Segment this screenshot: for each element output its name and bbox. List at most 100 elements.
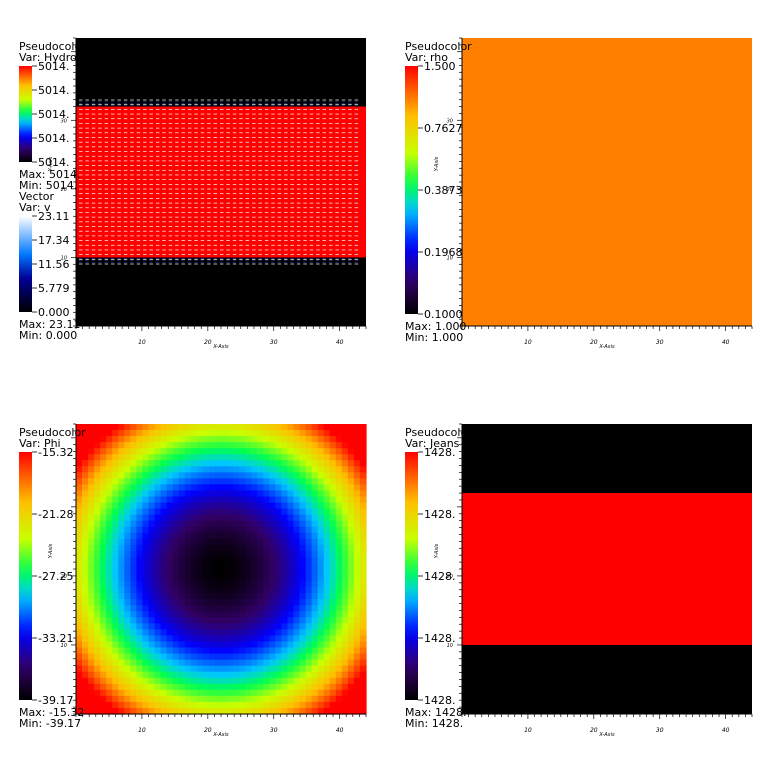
x-tick-label: 30: [656, 727, 664, 734]
y-tick-label: 30: [61, 118, 67, 124]
legend-tick-label: -21.28: [38, 508, 73, 521]
x-tick-label: 10: [524, 727, 532, 734]
legend-min: Min: 0.000: [19, 329, 77, 342]
x-tick-label: 10: [138, 727, 146, 734]
legend-max: Max: 1428.: [405, 706, 466, 719]
x-tick-label: 20: [204, 727, 212, 734]
y-tick-label: 20: [61, 574, 67, 580]
y-axis-label: Y-Axis: [434, 156, 440, 171]
legend-tick-label: 11.56: [38, 258, 70, 271]
y-axis-label: Y-Axis: [48, 543, 54, 558]
legend-plot-type: Pseudocolor: [19, 426, 86, 439]
y-tick-label: 30: [447, 118, 453, 124]
legend-tick-label: -15.32: [38, 446, 73, 459]
legend-tick-label: 1428.: [424, 570, 456, 583]
panel-3: 10 20 30 401020X-AxisY-AxisPseudocolorVar: …: [19, 423, 367, 738]
x-tick-label: 10: [138, 339, 146, 346]
legend-tick-label: 17.34: [38, 234, 70, 247]
legend-var-name: Var: rho: [405, 51, 448, 64]
legend-tick-label: 0.3873: [424, 184, 463, 197]
legend-max: Max: 23.11: [19, 318, 80, 331]
x-tick-label: 40: [336, 727, 344, 734]
legend-min: Min: -39.17: [19, 717, 81, 730]
y-tick-label: 10: [61, 255, 67, 261]
legend-min: Min: 1428.: [405, 717, 463, 730]
x-tick-label: 40: [722, 339, 730, 346]
legend-max: Max: -15.32: [19, 706, 84, 719]
legend-plot-type: Pseudocolor: [405, 40, 472, 53]
legend-var-name: Var: Hydro: [19, 51, 77, 64]
x-axis-label: X-Axis: [598, 732, 615, 738]
x-tick-label: 20: [204, 339, 212, 346]
y-tick-label: 20: [61, 187, 67, 193]
legend-tick-label: 0.1968: [424, 246, 463, 259]
x-tick-label: 10: [524, 339, 532, 346]
y-tick-label: 10: [61, 643, 67, 649]
x-axis-label: X-Axis: [598, 344, 615, 350]
field-radial: [76, 424, 367, 715]
legend-max: Max: 5014.: [19, 168, 80, 181]
legend-min: Min: 1.000: [405, 331, 463, 344]
y-axis-label: Y-Axis: [48, 156, 54, 171]
legend-tick-label: 5014.: [38, 132, 70, 145]
x-tick-label: 20: [590, 727, 598, 734]
legend-var-name: Var: Phi: [19, 437, 61, 450]
field-uniform: [462, 38, 752, 326]
legend-tick-label: 0.1000: [424, 308, 463, 321]
legend-tick-label: 1428.: [424, 632, 456, 645]
legend-tick-label: 23.11: [38, 210, 70, 223]
legend-plot-type: Vector: [19, 190, 55, 203]
legend-tick-label: 1428.: [424, 508, 456, 521]
legend-tick-label: -33.21: [38, 632, 73, 645]
field-band: [76, 106, 366, 258]
x-tick-label: 20: [590, 339, 598, 346]
x-tick-label: 30: [656, 339, 664, 346]
legend-plot-type: Pseudocolor: [19, 40, 86, 53]
x-tick-label: 30: [270, 339, 278, 346]
legend-tick-label: 5014.: [38, 156, 70, 169]
y-tick-label: 10: [447, 643, 453, 649]
legend-tick-label: 1428.: [424, 446, 456, 459]
legend-var-name: Var: Jeans: [405, 437, 460, 450]
vector-field: [79, 99, 359, 265]
legend-plot-type: Pseudocolor: [405, 426, 472, 439]
x-tick-label: 40: [722, 727, 730, 734]
x-axis-label: X-Axis: [212, 344, 229, 350]
legend-min: Min: 5014.: [19, 179, 77, 192]
x-tick-label: 30: [270, 727, 278, 734]
legend-tick-label: 1428.: [424, 694, 456, 707]
legend-tick-label: -27.25: [38, 570, 73, 583]
legend-max: Max: 1.000: [405, 320, 466, 333]
legend-tick-label: 1.500: [424, 60, 456, 73]
x-tick-label: 40: [336, 339, 344, 346]
x-axis-label: X-Axis: [212, 732, 229, 738]
panel-2: 10 20 30 40102030X-AxisY-AxisPseudocolorVar…: [405, 37, 753, 350]
legend-var-name: Var: v: [19, 201, 51, 214]
legend-tick-label: 5014.: [38, 60, 70, 73]
legend-tick-label: 0.000: [38, 306, 70, 319]
legend-tick-label: -39.17: [38, 694, 73, 707]
legend-tick-label: 5014.: [38, 84, 70, 97]
y-tick-label: 20: [447, 187, 453, 193]
legend-colorbar: [19, 66, 32, 162]
field-band: [462, 493, 752, 645]
panel-4: 10 20 30 401020X-AxisY-AxisPseudocolorVar: …: [405, 423, 753, 738]
panel-1: 10 20 30 40102030X-AxisY-AxisPseudocolorVar…: [19, 37, 367, 350]
y-tick-label: 10: [447, 255, 453, 261]
legend-tick-label: 5014.: [38, 108, 70, 121]
legend-tick-label: 0.7627: [424, 122, 463, 135]
y-tick-label: 20: [447, 574, 453, 580]
y-axis-label: Y-Axis: [434, 543, 440, 558]
legend-colorbar: [19, 452, 32, 700]
legend-colorbar: [405, 66, 418, 314]
legend-colorbar: [19, 216, 32, 312]
legend-tick-label: 5.779: [38, 282, 70, 295]
legend-colorbar: [405, 452, 418, 700]
